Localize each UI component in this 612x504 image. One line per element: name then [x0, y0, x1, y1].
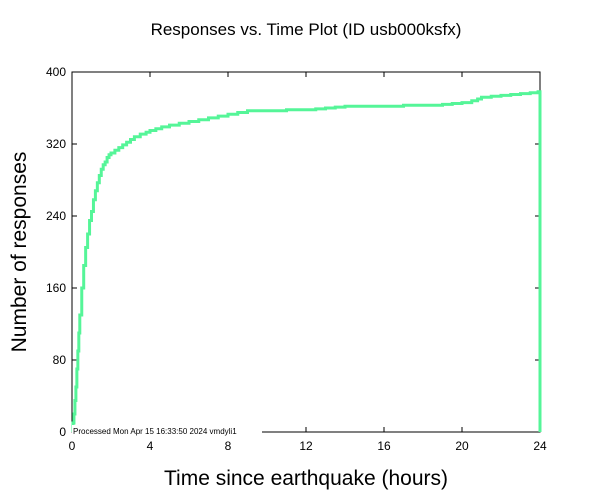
- annotation-background: [72, 425, 262, 436]
- x-axis-ticks: [71, 72, 541, 432]
- plot-frame: [71, 71, 541, 433]
- y-tick-label-80: 80: [53, 353, 67, 367]
- y-tick-label-0: 0: [59, 425, 66, 439]
- y-tick-label-160: 160: [46, 281, 66, 295]
- x-tick-label-0: 0: [69, 439, 76, 453]
- y-axis-label: Number of responses: [8, 152, 31, 353]
- y-tick-label-320: 320: [46, 137, 66, 151]
- x-tick-label-16: 16: [377, 439, 391, 453]
- x-tick-label-4: 4: [147, 439, 154, 453]
- x-axis-tick-labels: 0 4 8 12 16 20 24: [69, 439, 547, 453]
- y-axis-ticks: [72, 71, 540, 433]
- y-tick-label-240: 240: [46, 209, 66, 223]
- responses-series-line: [71, 90, 542, 434]
- processed-annotation: Processed Mon Apr 15 16:33:50 2024 vmdyl…: [73, 427, 237, 436]
- x-tick-label-12: 12: [299, 439, 313, 453]
- x-axis-label: Time since earthquake (hours): [164, 467, 448, 490]
- y-axis-tick-labels: 0 80 160 240 320 400: [46, 65, 66, 439]
- x-tick-label-8: 8: [225, 439, 232, 453]
- x-tick-label-24: 24: [533, 439, 547, 453]
- y-tick-label-400: 400: [46, 65, 66, 79]
- chart-title: Responses vs. Time Plot (ID usb000ksfx): [151, 20, 462, 39]
- x-tick-label-20: 20: [455, 439, 469, 453]
